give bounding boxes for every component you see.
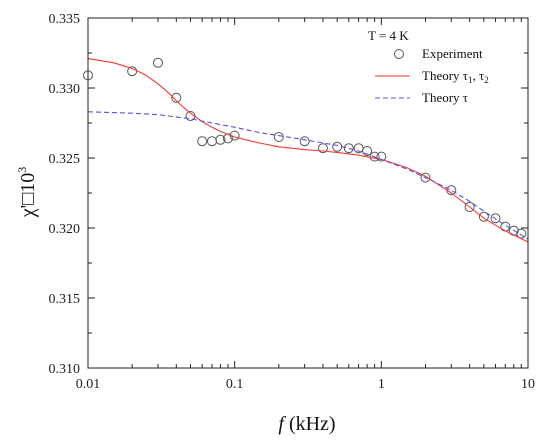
x-tick-label: 0.01 (76, 377, 101, 392)
experiment-data-point (478, 211, 489, 222)
legend-title: T = 4 K (368, 28, 409, 43)
theory-two-tau-curve (87, 58, 529, 243)
legend-label-theory-two-tau-main: Theory τ (422, 68, 468, 83)
y-tick-label: 0.330 (49, 82, 81, 97)
x-axis-title-rest: (kHz) (284, 413, 336, 435)
experiment-data-point (215, 134, 226, 145)
y-tick-label: 0.310 (49, 362, 81, 377)
x-axis-title: f (kHz) (278, 413, 335, 435)
y-tick-label: 0.315 (49, 292, 81, 307)
experiment-data-point (317, 143, 328, 154)
experiment-data-point (206, 136, 217, 147)
y-tick-label: 0.320 (49, 222, 81, 237)
legend: T = 4 K Experiment Theory τ1, τ2 Theory … (368, 28, 489, 105)
experiment-data-point (273, 132, 284, 142)
legend-label-theory-two-tau-sub2: 2 (484, 75, 489, 85)
experiment-data-point (343, 143, 354, 154)
legend-label-experiment: Experiment (422, 46, 483, 61)
legend-label-theory-two-tau-mid: , τ (473, 68, 485, 83)
experiment-data-point (152, 57, 163, 68)
y-axis-title-sup: 3 (15, 167, 29, 173)
y-axis-title: χ'□103 (15, 167, 39, 219)
y-tick-label: 0.335 (49, 12, 81, 27)
plot-area (83, 57, 529, 243)
theory-tau-curve (87, 111, 529, 240)
legend-label-theory-two-tau: Theory τ1, τ2 (422, 68, 489, 85)
experiment-data-point (420, 172, 431, 183)
x-axis-title-italic: f (278, 413, 286, 435)
experiment-data-point (490, 213, 501, 224)
x-tick-label: 1 (378, 377, 385, 392)
experiment-data-point (197, 136, 208, 147)
y-tick-label: 0.325 (49, 152, 81, 167)
legend-label-theory-tau: Theory τ (422, 90, 468, 105)
experiment-data-point (376, 151, 387, 162)
experiment-data-point (299, 136, 310, 147)
x-tick-label: 10 (521, 377, 535, 392)
experiment-data-point (332, 141, 343, 152)
axes: 0.01 0.1 1 10 0.310 0.315 0.320 0.325 0.330 0.335 (49, 12, 536, 392)
experiment-data-point (369, 151, 380, 162)
experiment-data-point (464, 202, 475, 212)
experiment-data-point (362, 146, 373, 156)
experiment-data-point (171, 92, 182, 103)
legend-label-theory-two-tau-sub1: 1 (468, 75, 473, 85)
x-tick-label: 0.1 (226, 377, 244, 392)
legend-marker-experiment (394, 49, 404, 59)
y-axis-title-main: χ'□10 (17, 173, 39, 219)
